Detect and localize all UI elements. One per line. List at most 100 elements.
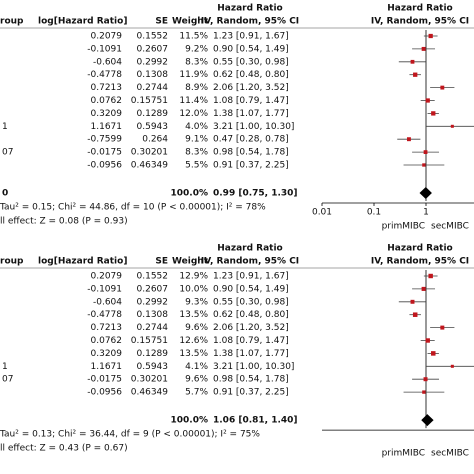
ci: 0.91 [0.37, 2.25] [213,161,289,171]
ci: 0.90 [0.54, 1.49] [213,44,289,54]
ci: 3.21 [1.00, 10.30] [213,122,294,132]
header: log[Hazard Ratio] [38,17,127,27]
hr-square [431,111,436,116]
hr-square [428,33,433,39]
se: 0.264 [142,135,168,145]
hr-square [421,286,426,291]
se: 0.1289 [137,349,169,359]
weight: 9.3% [185,297,208,307]
se: 0.1308 [137,70,169,80]
weight: 9.6% [185,375,208,385]
log-hr: -0.604 [93,57,122,67]
total-diamond [421,414,434,427]
log-hr: 0.3209 [91,109,123,119]
hr-square [410,59,415,64]
hr-square [406,137,411,142]
log-hr: 0.2079 [91,272,123,282]
se: 0.46349 [131,388,168,398]
header: Hazard Ratio [387,244,453,254]
heterogeneity: Tau² = 0.15; Chi² = 44.86, df = 10 (P < … [0,203,266,213]
se: 0.15751 [131,96,168,106]
weight: 12.9% [179,272,208,282]
row-label: 1 [2,362,8,372]
ci: 1.23 [0.91, 1.67] [213,32,289,42]
ci: 0.91 [0.37, 2.25] [213,388,289,398]
log-hr: -0.1091 [87,44,122,54]
hr-square [440,325,445,330]
log-hr: -0.0956 [87,388,122,398]
ci: 1.23 [0.91, 1.67] [213,272,289,282]
log-hr: 0.3209 [91,349,123,359]
se: 0.2744 [137,323,169,333]
log-hr: -0.7599 [87,135,122,145]
hr-square [423,150,428,154]
hr-square [422,163,426,167]
header: SE [155,17,168,27]
total-weight: 100.0% [171,189,209,199]
header: Weight [172,17,209,27]
ci: 0.90 [0.54, 1.49] [213,284,289,294]
weight: 13.5% [179,349,208,359]
log-hr: 1.1671 [91,122,123,132]
log-hr: 0.2079 [91,32,123,42]
ci: 0.62 [0.48, 0.80] [213,310,289,320]
total-ci: 0.99 [0.75, 1.30] [213,189,298,199]
weight: 12.0% [179,109,208,119]
se: 0.1289 [137,109,169,119]
ci: 0.62 [0.48, 0.80] [213,70,289,80]
x-tick-label: 1 [423,208,429,218]
weight: 8.3% [185,148,208,158]
se: 0.5943 [137,122,169,132]
se: 0.2744 [137,83,169,93]
se: 0.2992 [137,57,169,67]
log-hr: 0.0762 [91,336,123,346]
hr-square [425,98,430,103]
header: Hazard Ratio [217,4,283,14]
ci: 0.98 [0.54, 1.78] [213,148,289,158]
weight: 9.2% [185,44,208,54]
ci: 1.38 [1.07, 1.77] [213,349,289,359]
se: 0.1552 [137,272,169,282]
header: roup [0,257,24,267]
header: IV, Random, 95% CI [201,17,299,27]
header: Hazard Ratio [217,244,283,254]
weight: 4.0% [185,122,208,132]
log-hr: 0.0762 [91,96,123,106]
se: 0.2607 [137,44,169,54]
weight: 9.1% [185,135,208,145]
hr-square [421,46,426,51]
row-label: 07 [2,148,13,158]
header: Hazard Ratio [387,4,453,14]
favours-right: secMIBC [431,449,469,459]
se: 0.46349 [131,161,168,171]
hr-square [440,85,445,90]
favours-left: primMIBC [382,449,425,459]
log-hr: -0.0956 [87,161,122,171]
overall-effect: ll effect: Z = 0.08 (P = 0.93) [0,217,128,227]
heterogeneity: Tau² = 0.13; Chi² = 36.44, df = 9 (P < 0… [0,430,260,440]
ci: 3.21 [1.00, 10.30] [213,362,294,372]
hr-square [450,364,454,368]
header: IV, Random, 95% CI [201,257,299,267]
x-tick-label: 0.01 [312,208,332,218]
log-hr: 0.7213 [91,83,123,93]
se: 0.1308 [137,310,169,320]
total-label: 0 [2,189,8,199]
header: log[Hazard Ratio] [38,257,127,267]
weight: 8.9% [185,83,208,93]
log-hr: -0.4778 [87,70,122,80]
favours-left: primMIBC [382,222,425,232]
hr-square [450,124,454,128]
total-ci: 1.06 [0.81, 1.40] [213,416,298,426]
header: Weight [172,257,209,267]
se: 0.2992 [137,297,169,307]
hr-square [425,338,430,343]
favours-right: secMIBC [431,222,469,232]
log-hr: 1.1671 [91,362,123,372]
overall-effect: ll effect: Z = 0.43 (P = 0.67) [0,444,128,454]
weight: 8.3% [185,57,208,67]
weight: 9.6% [185,323,208,333]
header: roup [0,17,24,27]
ci: 0.55 [0.30, 0.98] [213,297,289,307]
